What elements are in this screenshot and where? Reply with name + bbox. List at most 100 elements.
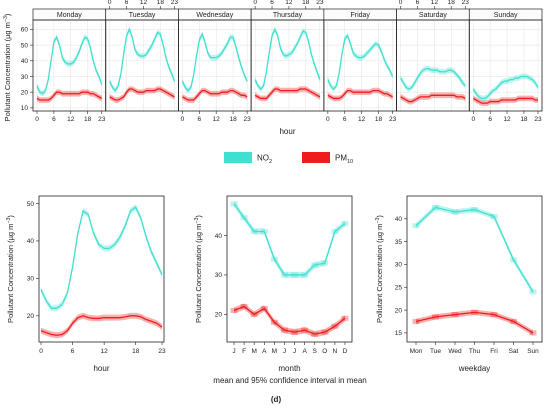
series-pm10-monday-ci-band — [37, 89, 102, 103]
x-tick-label: 0 — [471, 116, 475, 123]
series-pm10-month-line — [233, 305, 346, 335]
x-tick-label: 0 — [108, 0, 112, 6]
x-tick-label: J — [293, 348, 296, 355]
legend-swatch-no2 — [224, 152, 252, 163]
ci-marker-pm10 — [341, 315, 349, 321]
ylabel-sup: −3 — [3, 16, 9, 22]
ci-marker-pm10 — [321, 329, 329, 335]
x-axis-label: hour — [93, 364, 109, 373]
y-axis-label: Pollutant Concentration (µg m−3) — [6, 215, 15, 323]
series-no2-sunday-line — [472, 75, 539, 100]
x-tick-label: 0 — [253, 0, 257, 6]
x-tick-label: 23 — [316, 0, 324, 6]
panel-frame — [468, 19, 543, 112]
x-tick-label: 12 — [358, 116, 366, 123]
panel-strip-label: Monday — [57, 12, 82, 19]
x-tick-label: M — [272, 348, 277, 355]
y-tick-label: 20 — [395, 307, 403, 314]
ci-marker-pm10 — [311, 331, 319, 337]
panel-strip-label: Thursday — [273, 12, 303, 19]
ci-marker-pm10 — [510, 318, 517, 324]
x-tick-label: 6 — [270, 0, 274, 6]
x-tick-label: 23 — [534, 116, 542, 123]
series-no2-saturday-ci-band — [400, 65, 466, 92]
y-tick-label: 40 — [27, 238, 35, 245]
x-tick-label: O — [322, 348, 327, 355]
ci-marker-pm10 — [471, 309, 478, 315]
series-no2-friday-line — [327, 34, 394, 91]
series-pm10-thursday-ci-band — [255, 86, 320, 102]
ci-marker-pm10 — [412, 318, 420, 324]
panel-label: (d) — [271, 395, 282, 404]
ci-marker-no2 — [291, 272, 299, 278]
ci-marker-pm10 — [250, 311, 258, 317]
series-pm10-monday-line — [36, 91, 103, 101]
x-tick-label: F — [242, 348, 246, 355]
x-tick-label: 18 — [84, 116, 92, 123]
legend-label-sub: 10 — [347, 159, 353, 165]
ylabel-main: Pollutant Concentration (µg m — [375, 224, 384, 323]
y-tick-label: 50 — [21, 42, 29, 49]
legend-label-main: NO — [257, 154, 269, 163]
y-axis-label: Pollutant Concentration (µg m−3) — [3, 13, 12, 121]
ci-marker-pm10 — [291, 329, 299, 335]
legend-swatch-pm10 — [302, 152, 330, 163]
y-tick-label: 20 — [215, 312, 223, 319]
ci-marker-no2 — [240, 215, 248, 221]
series-no2-month-line — [233, 203, 346, 276]
x-tick-label: 12 — [213, 116, 221, 123]
y-axis-label: Pollutant Concentration (µg m−3) — [375, 215, 384, 323]
x-tick-label: 18 — [302, 0, 310, 6]
series-pm10-friday-line — [327, 89, 393, 100]
x-tick-label: 12 — [285, 0, 293, 6]
y-tick-label: 30 — [395, 262, 403, 269]
panel-strip-label: Friday — [350, 12, 370, 19]
x-axis-label: month — [278, 364, 300, 373]
series-pm10-tuesday-line — [109, 88, 175, 101]
x-tick-label: 18 — [229, 116, 237, 123]
ci-marker-pm10 — [301, 327, 309, 333]
y-tick-label: 50 — [27, 201, 35, 208]
x-tick-label: 18 — [375, 116, 383, 123]
x-tick-label: 12 — [67, 116, 75, 123]
y-tick-label: 40 — [395, 216, 403, 223]
series-no2-monday-line — [36, 35, 103, 95]
caption: mean and 95% confidence interval in mean — [213, 376, 366, 385]
ylabel-tail: ) — [6, 215, 15, 218]
ci-marker-pm10 — [240, 303, 248, 309]
series-no2-monday-ci-band — [37, 34, 102, 97]
series-pm10-friday-ci-band — [327, 87, 393, 102]
x-tick-label: A — [262, 348, 267, 355]
x-tick-label: 23 — [158, 348, 166, 355]
panel-strip-label: Saturday — [419, 12, 448, 19]
series-pm10-wednesday-line — [182, 89, 248, 101]
series-no2-wednesday-line — [181, 32, 248, 92]
ylabel-main: Pollutant Concentration (µg m — [6, 224, 15, 323]
x-tick-label: S — [313, 348, 318, 355]
legend-label: PM10 — [335, 154, 353, 166]
y-tick-label: 10 — [21, 105, 29, 112]
x-tick-label: 12 — [431, 0, 439, 6]
ci-marker-no2 — [250, 229, 258, 235]
ylabel-sup: −3 — [375, 217, 381, 223]
x-tick-label: 0 — [39, 348, 43, 355]
ci-marker-pm10 — [260, 305, 268, 311]
series-no2-month-ci-band — [234, 200, 345, 279]
x-tick-label: 23 — [462, 0, 470, 6]
panel-strip-label: Tuesday — [129, 12, 156, 19]
ci-marker-pm10 — [432, 314, 439, 320]
series-no2-thursday-line — [254, 27, 321, 91]
series-no2-hour-line — [40, 206, 163, 309]
panel-frame-month — [226, 195, 353, 343]
ylabel-sup: −3 — [194, 217, 200, 223]
x-tick-label: Fri — [490, 348, 498, 355]
x-tick-label: 0 — [326, 116, 330, 123]
series-pm10-weekday-line — [415, 311, 534, 334]
x-tick-label: 23 — [98, 116, 106, 123]
x-tick-label: 18 — [132, 348, 140, 355]
ci-marker-pm10 — [280, 327, 288, 333]
panel-strip-label: Wednesday — [196, 12, 233, 19]
x-tick-label: 12 — [503, 116, 511, 123]
x-tick-label: N — [333, 348, 338, 355]
